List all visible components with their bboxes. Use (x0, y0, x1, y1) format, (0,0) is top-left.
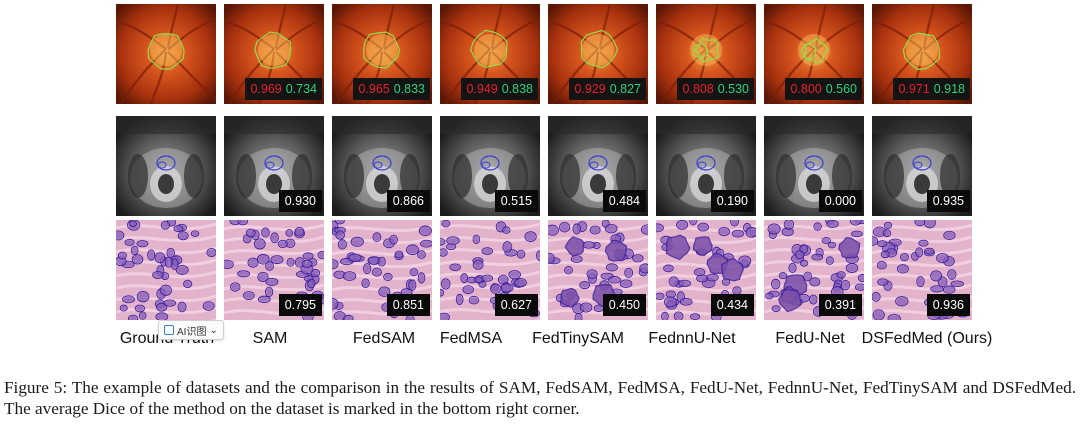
prostate-scan (764, 116, 864, 216)
score-value-secondary: 0.560 (825, 82, 857, 96)
prostate-scan (332, 116, 432, 216)
score-value-secondary: 0.918 (933, 82, 965, 96)
fundus-image: 0.800 0.560 (764, 4, 864, 104)
prostate-image (116, 116, 216, 216)
dice-score-badge: 0.627 (494, 294, 538, 316)
dice-score-badge: 0.190 (710, 190, 754, 212)
score-value-secondary: 0.530 (717, 82, 749, 96)
ai-badge-label: AI识图 (177, 326, 207, 338)
dice-score-badge: 0.935 (926, 190, 970, 212)
score-value-primary: 0.800 (790, 82, 822, 96)
method-label: FedU-Net (775, 330, 845, 347)
prostate-image: 0.866 (332, 116, 432, 216)
fundus-image: 0.929 0.827 (548, 4, 648, 104)
score-value-primary: 0.971 (898, 82, 930, 96)
score-value-primary: 0.949 (466, 82, 498, 96)
prostate-image: 0.190 (656, 116, 756, 216)
fundus-image: 0.971 0.918 (872, 4, 972, 104)
score-badge: 0.949 0.838 (461, 78, 538, 100)
method-label: FedSAM (352, 330, 416, 347)
prostate-image: 0.515 (440, 116, 540, 216)
score-value-secondary: 0.827 (609, 82, 641, 96)
fundus-scan (116, 4, 216, 104)
nuclei-image: 0.936 (872, 220, 972, 320)
prostate-image: 0.930 (224, 116, 324, 216)
dice-score-badge: 0.391 (818, 294, 862, 316)
nuclei-image: 0.851 (332, 220, 432, 320)
nuclei-scan (332, 220, 432, 320)
score-badge: 0.971 0.918 (893, 78, 970, 100)
score-value-secondary: 0.734 (285, 82, 317, 96)
fundus-image: 0.808 0.530 (656, 4, 756, 104)
score-value-primary: 0.965 (358, 82, 390, 96)
score-value-primary: 0.969 (250, 82, 282, 96)
method-label: SAM (252, 330, 288, 347)
score-badge: 0.808 0.530 (677, 78, 754, 100)
score-value-primary: 0.929 (574, 82, 606, 96)
method-label: DSFedMed (Ours) (861, 330, 993, 347)
dice-score-badge: 0.484 (602, 190, 646, 212)
nuclei-image (116, 220, 216, 320)
scan-icon (164, 325, 174, 335)
score-value-primary: 0.808 (682, 82, 714, 96)
dice-score-badge: 0.434 (710, 294, 754, 316)
score-value-secondary: 0.833 (393, 82, 425, 96)
chevron-down-icon: ⌄ (209, 324, 218, 336)
dice-score-badge: 0.515 (494, 190, 538, 212)
dice-score-badge: 0.866 (386, 190, 430, 212)
nuclei-image: 0.795 (224, 220, 324, 320)
prostate-image: 0.000 (764, 116, 864, 216)
score-badge: 0.800 0.560 (785, 78, 862, 100)
fundus-image: 0.965 0.833 (332, 4, 432, 104)
fundus-image: 0.969 0.734 (224, 4, 324, 104)
prostate-scan (116, 116, 216, 216)
nuclei-scan (116, 220, 216, 320)
dice-score-badge: 0.936 (926, 294, 970, 316)
nuclei-image: 0.450 (548, 220, 648, 320)
fundus-scan (872, 4, 972, 104)
method-label: FedTinySAM (532, 330, 624, 347)
prostate-scan (872, 116, 972, 216)
dice-score-badge: 0.930 (278, 190, 322, 212)
prostate-image: 0.935 (872, 116, 972, 216)
prostate-image: 0.484 (548, 116, 648, 216)
nuclei-image: 0.391 (764, 220, 864, 320)
method-label: FednnU-Net (648, 330, 736, 347)
score-badge: 0.969 0.734 (245, 78, 322, 100)
fundus-image: 0.949 0.838 (440, 4, 540, 104)
dice-score-badge: 0.851 (386, 294, 430, 316)
figure-grid: 0.969 0.734 0.965 0.833 0.949 0.838 0.929 0.827… (116, 4, 972, 320)
dice-score-badge: 0.450 (602, 294, 646, 316)
score-badge: 0.929 0.827 (569, 78, 646, 100)
nuclei-image: 0.627 (440, 220, 540, 320)
fundus-image (116, 4, 216, 104)
dice-score-badge: 0.000 (818, 190, 862, 212)
figure-caption: Figure 5: The example of datasets and th… (4, 378, 1076, 418)
nuclei-image: 0.434 (656, 220, 756, 320)
ai-recognize-badge[interactable]: AI识图 ⌄ (158, 320, 224, 340)
score-badge: 0.965 0.833 (353, 78, 430, 100)
score-value-secondary: 0.838 (501, 82, 533, 96)
method-label: FedMSA (439, 330, 503, 347)
dice-score-badge: 0.795 (278, 294, 322, 316)
